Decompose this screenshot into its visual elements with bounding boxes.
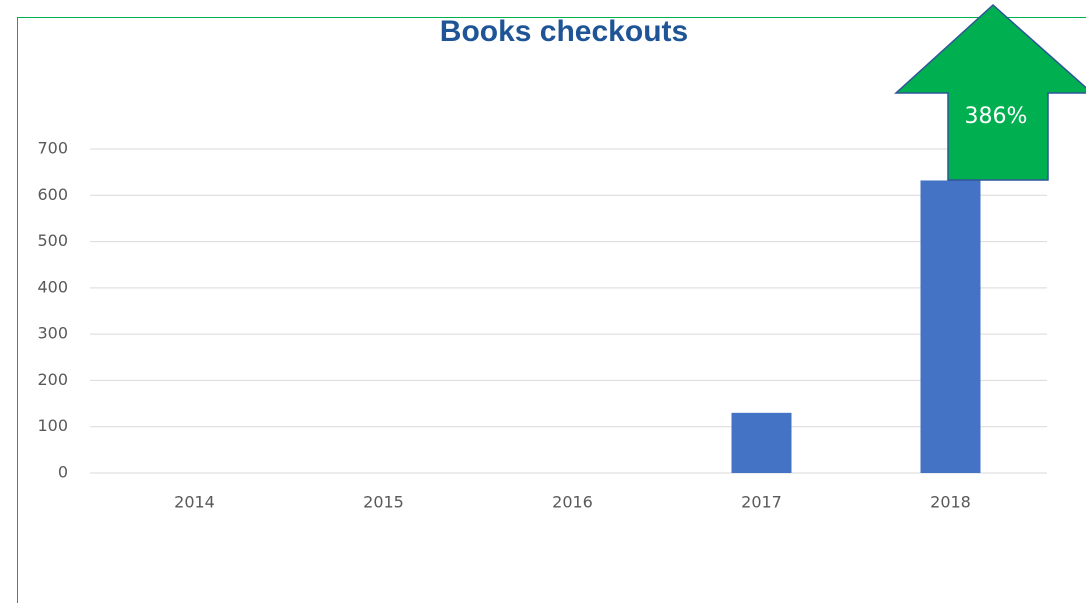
y-tick-label: 0 [58, 463, 68, 482]
y-tick-label: 300 [37, 324, 68, 343]
x-tick-label: 2016 [552, 493, 593, 512]
x-tick-label: 2014 [174, 493, 215, 512]
arrow [894, 3, 1086, 181]
x-tick-label: 2017 [741, 493, 782, 512]
x-tick-label: 2018 [930, 493, 971, 512]
chart-title: Books checkouts [440, 15, 688, 48]
bar [920, 180, 981, 473]
y-tick-label: 100 [37, 416, 68, 435]
bar [731, 412, 792, 473]
y-tick-label: 200 [37, 370, 68, 389]
chart-frame [17, 17, 1086, 603]
y-tick-label: 400 [37, 277, 68, 296]
x-tick-label: 2015 [363, 493, 404, 512]
y-tick-label: 700 [37, 139, 68, 158]
y-tick-label: 500 [37, 231, 68, 250]
annotation: 386% [965, 104, 1028, 129]
y-tick-label: 600 [37, 185, 68, 204]
